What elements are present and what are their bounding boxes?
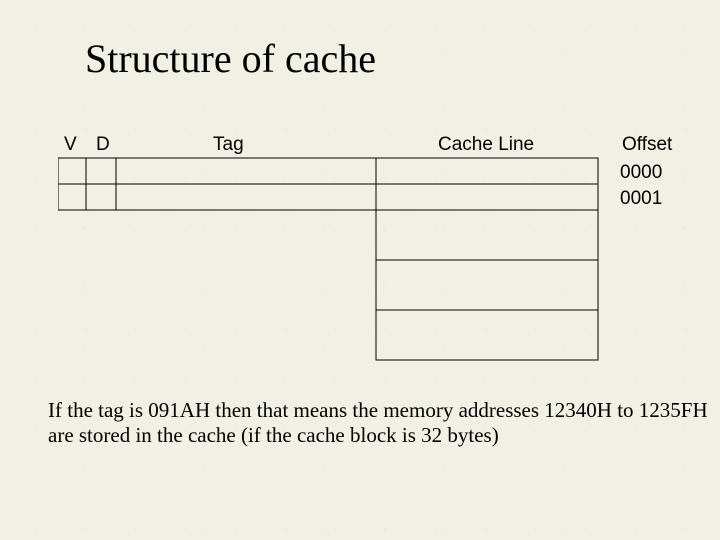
header-tag: Tag <box>213 134 244 155</box>
offset-row-1: 0001 <box>620 188 662 209</box>
header-cacheline: Cache Line <box>438 134 534 155</box>
header-d: D <box>96 134 110 155</box>
cache-table-svg: V D Tag Cache Line Offset 0000 0001 <box>58 130 708 370</box>
header-offset: Offset <box>622 134 673 155</box>
cache-diagram: V D Tag Cache Line Offset 0000 0001 <box>58 130 708 376</box>
header-v: V <box>64 134 77 155</box>
caption-text: If the tag is 091AH then that means the … <box>48 398 708 448</box>
cacheline-extra-block <box>376 210 598 360</box>
offset-row-0: 0000 <box>620 162 662 183</box>
slide-title: Structure of cache <box>85 35 376 82</box>
